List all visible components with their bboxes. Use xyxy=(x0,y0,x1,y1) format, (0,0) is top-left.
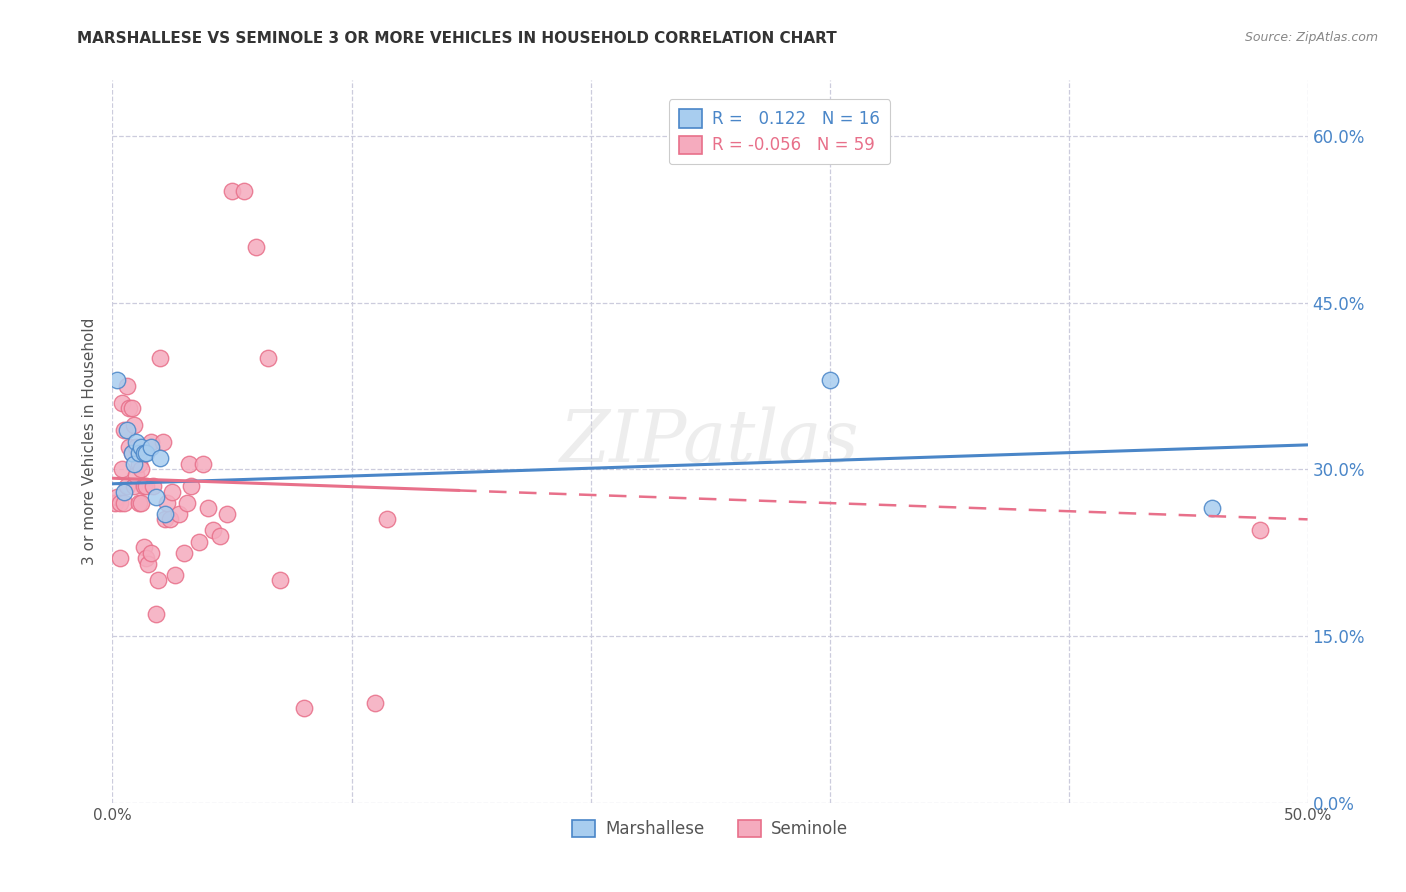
Point xyxy=(122,417,145,432)
Point xyxy=(139,546,162,560)
Point xyxy=(125,434,148,449)
Point xyxy=(135,445,157,459)
Point xyxy=(128,445,150,459)
Point xyxy=(132,445,155,459)
Point xyxy=(209,529,232,543)
Point xyxy=(146,574,169,588)
Point xyxy=(111,462,134,476)
Point xyxy=(257,351,280,366)
Point xyxy=(122,479,145,493)
Point xyxy=(142,479,165,493)
Point xyxy=(292,701,315,715)
Point xyxy=(115,424,138,438)
Point xyxy=(145,607,167,621)
Point xyxy=(180,479,202,493)
Y-axis label: 3 or more Vehicles in Household: 3 or more Vehicles in Household xyxy=(82,318,97,566)
Point xyxy=(104,496,127,510)
Point xyxy=(177,457,200,471)
Point xyxy=(193,457,215,471)
Point xyxy=(217,507,239,521)
Point xyxy=(145,490,167,504)
Point xyxy=(245,240,267,254)
Point xyxy=(108,551,131,566)
Point xyxy=(197,501,219,516)
Point xyxy=(138,557,160,571)
Point xyxy=(115,379,138,393)
Point xyxy=(118,440,141,454)
Point xyxy=(1201,501,1223,516)
Point xyxy=(121,401,143,416)
Text: MARSHALLESE VS SEMINOLE 3 OR MORE VEHICLES IN HOUSEHOLD CORRELATION CHART: MARSHALLESE VS SEMINOLE 3 OR MORE VEHICL… xyxy=(77,31,837,46)
Point xyxy=(105,490,128,504)
Point xyxy=(125,440,148,454)
Point xyxy=(114,484,135,499)
Point xyxy=(111,395,134,409)
Point xyxy=(135,479,157,493)
Point xyxy=(118,401,141,416)
Point xyxy=(132,540,155,554)
Point xyxy=(129,496,152,510)
Point xyxy=(149,351,172,366)
Point xyxy=(105,373,128,387)
Point xyxy=(139,440,162,454)
Point xyxy=(139,434,162,449)
Point xyxy=(176,496,198,510)
Point xyxy=(269,574,291,588)
Point xyxy=(187,534,209,549)
Point xyxy=(163,568,186,582)
Point xyxy=(115,479,138,493)
Point xyxy=(128,496,150,510)
Point xyxy=(121,445,143,459)
Point xyxy=(173,546,195,560)
Point xyxy=(114,496,135,510)
Point xyxy=(108,496,131,510)
Point xyxy=(152,434,174,449)
Point xyxy=(818,373,841,387)
Point xyxy=(121,445,143,459)
Point xyxy=(128,457,150,471)
Point xyxy=(233,185,256,199)
Text: ZIPatlas: ZIPatlas xyxy=(560,406,860,477)
Point xyxy=(364,696,387,710)
Point xyxy=(129,440,152,454)
Point xyxy=(129,462,152,476)
Point xyxy=(135,551,157,566)
Point xyxy=(169,507,191,521)
Point xyxy=(125,467,148,482)
Point xyxy=(122,457,145,471)
Text: Source: ZipAtlas.com: Source: ZipAtlas.com xyxy=(1244,31,1378,45)
Point xyxy=(149,451,172,466)
Point xyxy=(221,185,243,199)
Point xyxy=(114,424,135,438)
Point xyxy=(153,507,176,521)
Legend: Marshallese, Seminole: Marshallese, Seminole xyxy=(565,814,855,845)
Point xyxy=(1249,524,1271,538)
Point xyxy=(132,479,155,493)
Point xyxy=(162,484,183,499)
Point xyxy=(201,524,224,538)
Point xyxy=(153,512,176,526)
Point xyxy=(159,512,181,526)
Point xyxy=(156,496,179,510)
Point xyxy=(377,512,399,526)
